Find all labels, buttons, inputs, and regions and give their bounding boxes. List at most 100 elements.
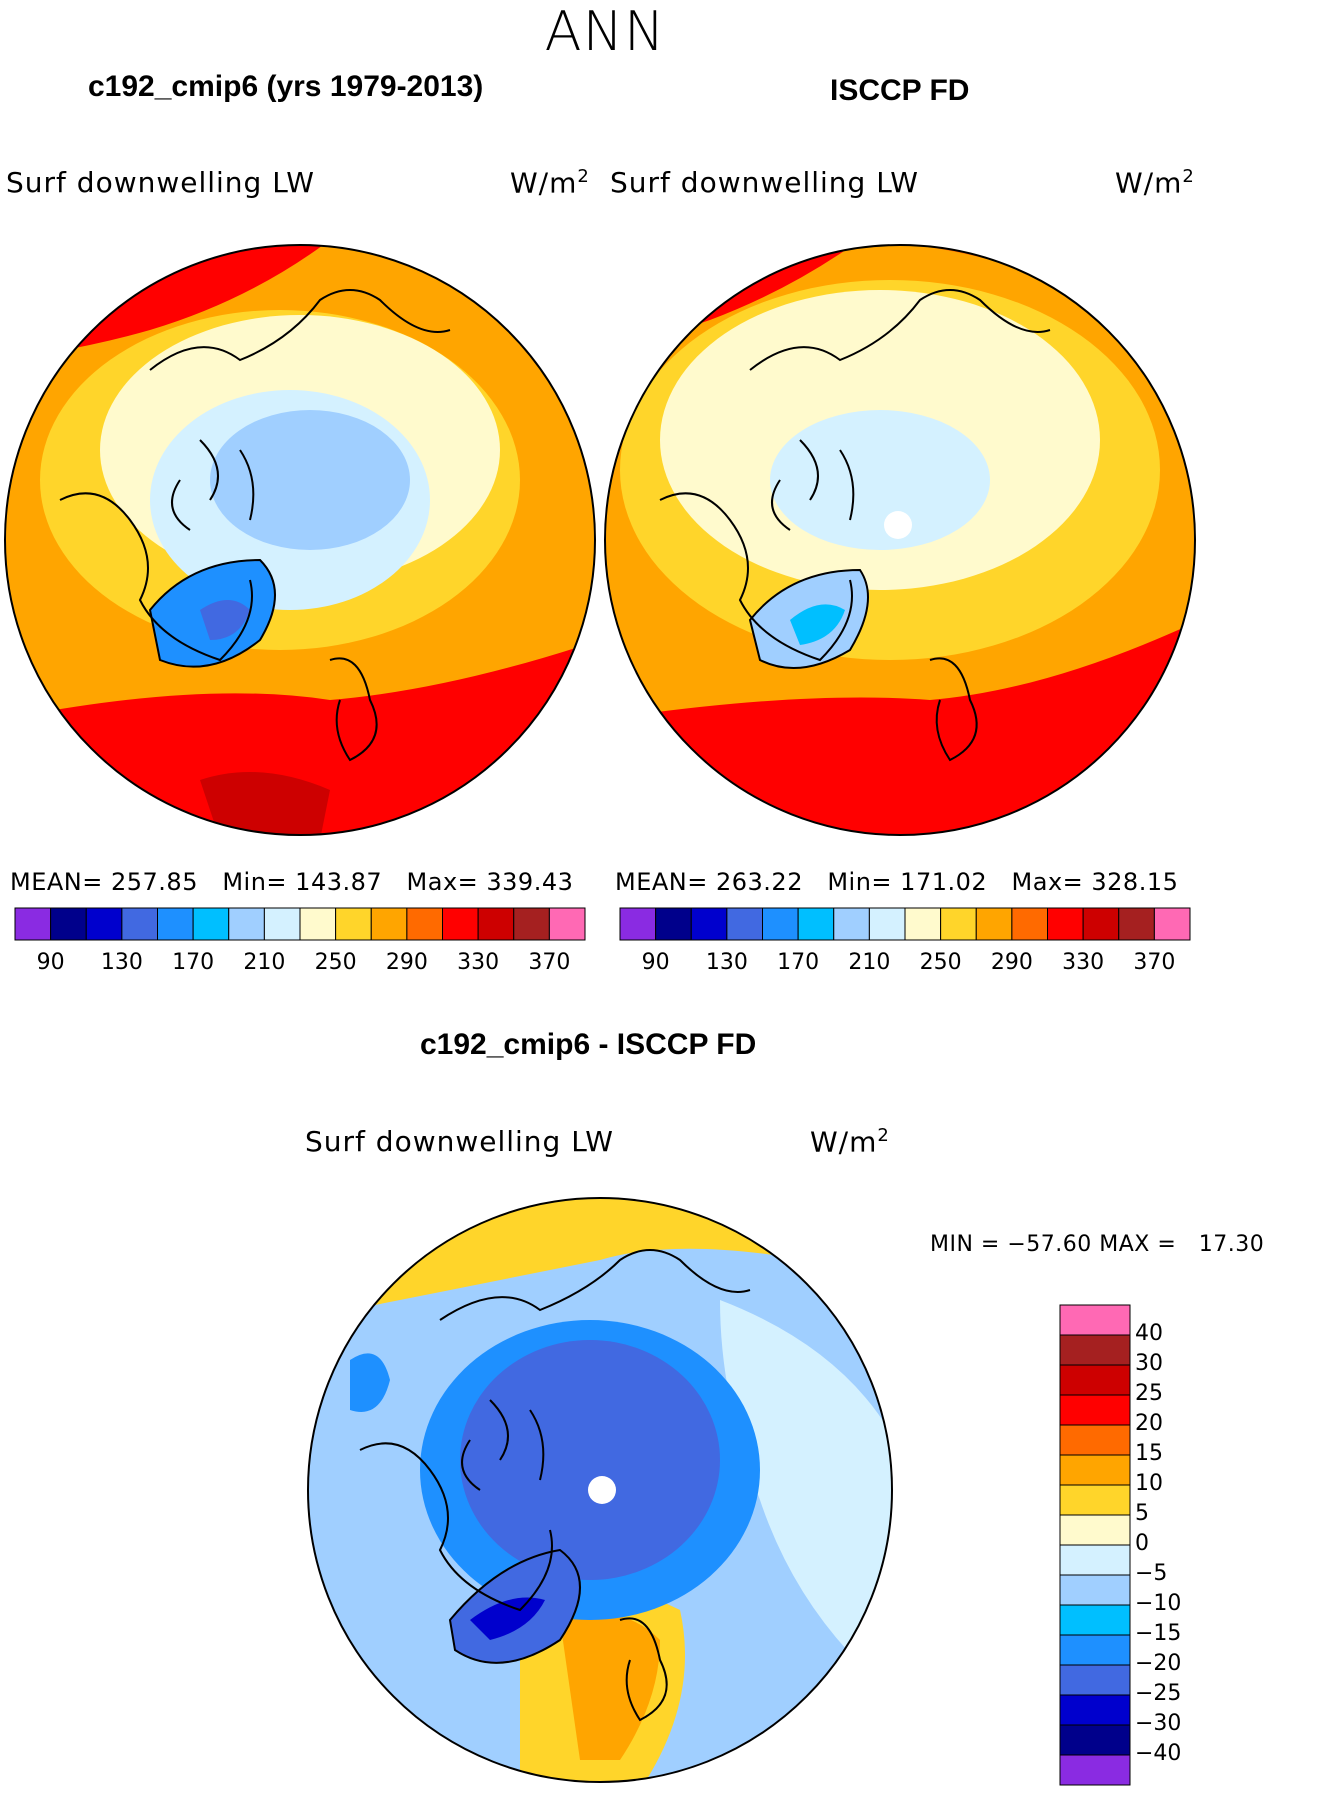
colorbar-swatch [299, 907, 337, 941]
colorbar-swatch [157, 907, 194, 941]
colorbar-tick-label: 30 [1135, 1351, 1163, 1376]
colorbar-swatch [477, 907, 515, 941]
diff-units: W/m2 [810, 1125, 890, 1159]
colorbar-tick-label: 130 [100, 950, 143, 975]
colorbar-swatch [1059, 1424, 1131, 1456]
colorbar-tick-label: 210 [243, 950, 286, 975]
map-3-border [307, 1197, 893, 1783]
colorbar-tick-label: 20 [1135, 1411, 1163, 1436]
colorbar-swatch [1059, 1364, 1131, 1396]
colorbar-tick-label: 90 [641, 950, 670, 975]
colorbar-swatch [1059, 1484, 1131, 1516]
colorbar-swatch [1011, 907, 1048, 941]
colorbar-swatch [406, 907, 443, 941]
colorbar-swatch [940, 907, 977, 941]
colorbar-swatch [513, 907, 550, 941]
colorbar-swatch [1059, 1514, 1131, 1546]
colorbar-swatch [228, 907, 265, 941]
colorbar-swatch [263, 907, 301, 941]
colorbar-swatch [619, 907, 657, 941]
season-title: ANN [544, 0, 666, 63]
colorbar-swatch [1059, 1334, 1131, 1366]
colorbar-panel-2 [619, 907, 1191, 941]
colorbar-tick-label: 330 [1062, 950, 1105, 975]
colorbar-swatch [1153, 907, 1191, 941]
colorbar-tick-label: −5 [1135, 1561, 1168, 1586]
colorbar-swatch [335, 907, 372, 941]
colorbar-tick-label: −30 [1135, 1711, 1182, 1736]
colorbar-swatch [797, 907, 835, 941]
colorbar-tick-label: 5 [1135, 1501, 1149, 1526]
colorbar-tick-label: 370 [1133, 950, 1176, 975]
colorbar-swatch [975, 907, 1013, 941]
colorbar-diff [1059, 1304, 1131, 1786]
colorbar-tick-label: −40 [1135, 1741, 1182, 1766]
panel-1-title: c192_cmip6 (yrs 1979-2013) [88, 70, 484, 103]
colorbar-panel-2-ticks: 90 130 170 210 250 290 330 370 [620, 950, 1190, 980]
colorbar-swatch [1059, 1604, 1131, 1636]
colorbar-swatch [1059, 1634, 1131, 1666]
map-1-coastlines [59, 289, 451, 762]
diff-minmax: MIN = −57.60 MAX = 17.30 [930, 1232, 1265, 1257]
colorbar-tick-label: 25 [1135, 1381, 1163, 1406]
colorbar-tick-label: 250 [919, 950, 962, 975]
colorbar-swatch [1118, 907, 1155, 941]
colorbar-tick-label: 0 [1135, 1531, 1149, 1556]
colorbar-swatch [548, 907, 586, 941]
colorbar-swatch [85, 907, 123, 941]
colorbar-panel-1-ticks: 90 130 170 210 250 290 330 370 [15, 950, 585, 980]
colorbar-swatch [1059, 1454, 1131, 1486]
colorbar-tick-label: 290 [385, 950, 428, 975]
panel-2-stats: MEAN= 263.22 Min= 171.02 Max= 328.15 [615, 868, 1179, 896]
colorbar-tick-label: 90 [36, 950, 65, 975]
panel-2-title: ISCCP FD [830, 74, 970, 107]
colorbar-tick-label: 210 [848, 950, 891, 975]
colorbar-swatch [762, 907, 799, 941]
diff-title: c192_cmip6 - ISCCP FD [420, 1028, 757, 1061]
colorbar-tick-label: −15 [1135, 1621, 1182, 1646]
colorbar-swatch [1059, 1664, 1131, 1696]
colorbar-swatch [655, 907, 692, 941]
colorbar-tick-label: 40 [1135, 1321, 1163, 1346]
colorbar-swatch [14, 907, 52, 941]
colorbar-swatch [690, 907, 728, 941]
colorbar-tick-label: 170 [777, 950, 820, 975]
colorbar-swatch [121, 907, 158, 941]
colorbar-tick-label: −20 [1135, 1651, 1182, 1676]
panel-1-variable: Surf downwelling LW [6, 166, 315, 199]
colorbar-tick-label: 10 [1135, 1471, 1163, 1496]
colorbar-swatch [1059, 1304, 1131, 1336]
colorbar-swatch [1059, 1754, 1131, 1786]
map-3-field [308, 1198, 892, 1782]
colorbar-swatch [833, 907, 870, 941]
colorbar-tick-label: 170 [172, 950, 215, 975]
colorbar-swatch [904, 907, 942, 941]
colorbar-swatch [442, 907, 479, 941]
colorbar-swatch [50, 907, 87, 941]
colorbar-swatch [1059, 1574, 1131, 1606]
colorbar-swatch [726, 907, 763, 941]
colorbar-tick-label: −25 [1135, 1681, 1182, 1706]
map-1-border [4, 244, 596, 836]
colorbar-tick-label: 15 [1135, 1441, 1163, 1466]
panel-2-variable: Surf downwelling LW [610, 166, 919, 199]
map-1-field [5, 245, 595, 835]
panel-1-units: W/m2 [510, 166, 590, 200]
colorbar-tick-label: 330 [457, 950, 500, 975]
colorbar-swatch [1082, 907, 1120, 941]
colorbar-swatch [1059, 1724, 1131, 1756]
colorbar-swatch [1059, 1694, 1131, 1726]
colorbar-swatch [370, 907, 408, 941]
colorbar-swatch [1059, 1394, 1131, 1426]
map-3-coastlines [359, 1249, 751, 1722]
colorbar-tick-label: 250 [314, 950, 357, 975]
colorbar-swatch [1047, 907, 1084, 941]
panel-1-stats: MEAN= 257.85 Min= 143.87 Max= 339.43 [10, 868, 574, 896]
colorbar-tick-label: 130 [705, 950, 748, 975]
colorbar-swatch [868, 907, 906, 941]
panel-2-units: W/m2 [1115, 166, 1195, 200]
map-2-coastlines [659, 289, 1051, 762]
colorbar-tick-label: 370 [528, 950, 571, 975]
map-2-field [605, 245, 1195, 835]
